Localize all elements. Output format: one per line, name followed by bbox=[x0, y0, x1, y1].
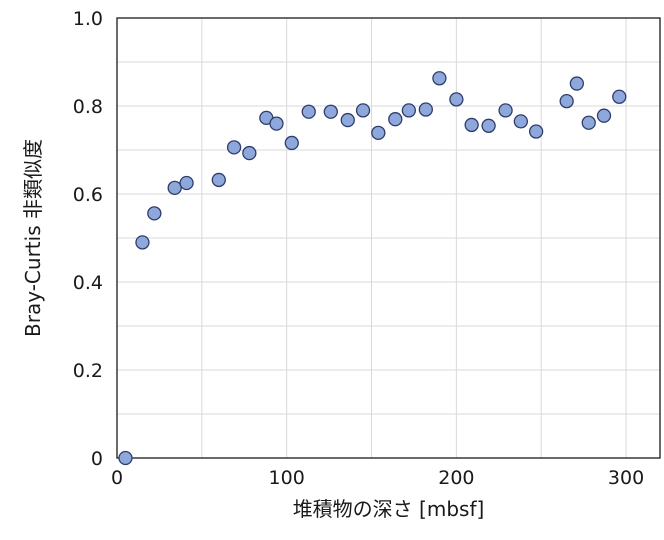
data-point bbox=[418, 102, 433, 117]
y-tick-label: 0 bbox=[91, 448, 103, 470]
data-point bbox=[147, 206, 162, 221]
x-tick-label: 300 bbox=[608, 467, 644, 489]
y-tick-label: 0.6 bbox=[73, 184, 103, 206]
data-point bbox=[464, 117, 479, 133]
data-point bbox=[301, 104, 316, 119]
data-point bbox=[269, 116, 284, 131]
y-tick-label: 1.0 bbox=[73, 8, 103, 30]
y-axis-title: Bray-Curtis 非類似度 bbox=[21, 139, 45, 337]
data-point bbox=[481, 118, 496, 133]
x-axis-title: 堆積物の深さ [mbsf] bbox=[293, 497, 485, 521]
data-point bbox=[226, 140, 242, 155]
data-points bbox=[118, 71, 627, 466]
data-point bbox=[401, 103, 417, 118]
x-tick-label: 0 bbox=[111, 467, 123, 489]
data-point bbox=[323, 104, 338, 119]
y-tick-label: 0.8 bbox=[73, 96, 103, 118]
y-axis-ticks: 0 0.2 0.4 0.6 0.8 1.0 bbox=[73, 8, 103, 470]
data-point bbox=[569, 76, 585, 91]
data-point bbox=[596, 108, 612, 123]
data-point bbox=[167, 180, 182, 195]
y-tick-label: 0.4 bbox=[73, 272, 103, 294]
data-point bbox=[242, 145, 257, 161]
data-point bbox=[179, 175, 194, 191]
x-axis-ticks: 0 100 200 300 bbox=[111, 467, 644, 489]
data-point bbox=[118, 450, 133, 466]
data-point bbox=[449, 92, 464, 107]
data-point bbox=[355, 103, 371, 118]
plot-area-frame bbox=[116, 17, 661, 459]
data-point bbox=[559, 94, 574, 109]
y-tick-label: 0.2 bbox=[73, 360, 103, 382]
x-tick-label: 100 bbox=[269, 467, 305, 489]
x-tick-label: 200 bbox=[438, 467, 474, 489]
data-point bbox=[528, 124, 544, 139]
data-point bbox=[388, 112, 403, 127]
data-point bbox=[432, 71, 447, 86]
data-point bbox=[284, 135, 299, 151]
data-point bbox=[498, 103, 513, 118]
data-point bbox=[581, 115, 596, 130]
data-point bbox=[211, 172, 226, 188]
data-point bbox=[135, 235, 150, 250]
data-point bbox=[371, 125, 386, 140]
data-point bbox=[513, 114, 529, 129]
data-point bbox=[340, 112, 355, 128]
data-point bbox=[612, 89, 627, 104]
